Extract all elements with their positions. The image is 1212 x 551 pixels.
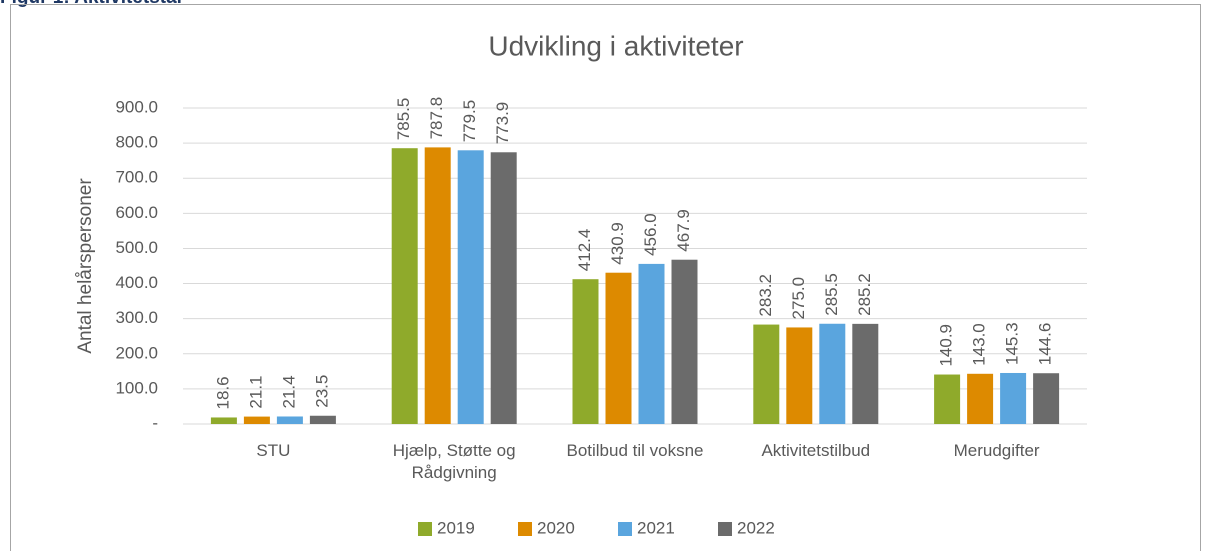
bar (276, 416, 303, 424)
bar (1000, 372, 1027, 424)
data-label: 283.2 (756, 274, 775, 317)
data-label: 275.0 (789, 277, 808, 320)
bar (243, 416, 270, 424)
y-tick-label: 200.0 (115, 343, 158, 362)
data-label: 21.1 (246, 375, 265, 408)
data-label: 18.6 (213, 376, 232, 409)
data-label: 145.3 (1003, 322, 1022, 365)
y-tick-label: 500.0 (115, 238, 158, 257)
bar (457, 150, 484, 424)
x-tick-label-box: Hjælp, Støtte og Rådgivning (392, 441, 516, 482)
bar (605, 272, 632, 424)
chart-border (10, 4, 1201, 551)
y-tick-label: 100.0 (115, 378, 158, 397)
x-tick-label-box: STU (256, 441, 291, 460)
bar (671, 259, 698, 424)
data-label: 456.0 (641, 213, 660, 256)
bar (852, 323, 879, 424)
y-tick-label: 800.0 (115, 133, 158, 152)
data-label: 285.2 (855, 273, 874, 316)
data-label: 285.5 (822, 273, 841, 316)
bar (424, 147, 451, 425)
y-axis-label: Antal helårspersoner (75, 178, 96, 354)
legend-swatch (718, 522, 732, 536)
data-label: 21.4 (279, 375, 298, 408)
legend-swatch (418, 522, 432, 536)
data-label: 779.5 (460, 100, 479, 143)
y-tick-label: 900.0 (115, 97, 158, 116)
data-label: 773.9 (493, 102, 512, 145)
bar (967, 373, 994, 424)
legend-label: 2020 (537, 518, 575, 537)
data-label: 140.9 (937, 324, 956, 367)
data-label: 787.8 (427, 97, 446, 140)
data-label: 412.4 (575, 229, 594, 272)
bar (391, 148, 418, 425)
legend-swatch (518, 522, 532, 536)
x-tick-label-box: Merudgifter (953, 441, 1040, 460)
x-tick-label: Aktivitetstilbud (761, 441, 871, 460)
data-label: 23.5 (312, 375, 331, 408)
x-tick-label: STU (256, 441, 291, 460)
bar (753, 324, 780, 424)
bar (490, 152, 517, 424)
x-tick-label-box: Botilbud til voksne (566, 441, 704, 460)
bar (1033, 373, 1060, 424)
x-tick-label: Merudgifter (953, 441, 1040, 460)
data-label: 430.9 (608, 222, 627, 265)
x-tick-label-box: Aktivitetstilbud (761, 441, 871, 460)
bar (309, 415, 336, 424)
bar (210, 417, 237, 424)
data-label: 144.6 (1036, 323, 1055, 366)
bar (786, 327, 813, 424)
data-label: 785.5 (394, 98, 413, 141)
y-tick-label: - (152, 413, 158, 432)
bar (819, 323, 846, 424)
legend-label: 2021 (637, 518, 675, 537)
y-tick-label: 700.0 (115, 168, 158, 187)
x-tick-label: Hjælp, Støtte og Rådgivning (392, 441, 516, 482)
legend-swatch (618, 522, 632, 536)
x-tick-label: Botilbud til voksne (566, 441, 704, 460)
chart-title: Udvikling i aktiviteter (488, 30, 743, 61)
data-label: 143.0 (970, 323, 989, 366)
bar (934, 374, 961, 424)
data-label: 467.9 (674, 209, 693, 252)
bar (572, 279, 599, 424)
y-tick-label: 600.0 (115, 203, 158, 222)
y-tick-label: 400.0 (115, 273, 158, 292)
y-tick-label: 300.0 (115, 308, 158, 327)
legend-label: 2022 (737, 518, 775, 537)
bar (638, 263, 665, 424)
legend-label: 2019 (437, 518, 475, 537)
